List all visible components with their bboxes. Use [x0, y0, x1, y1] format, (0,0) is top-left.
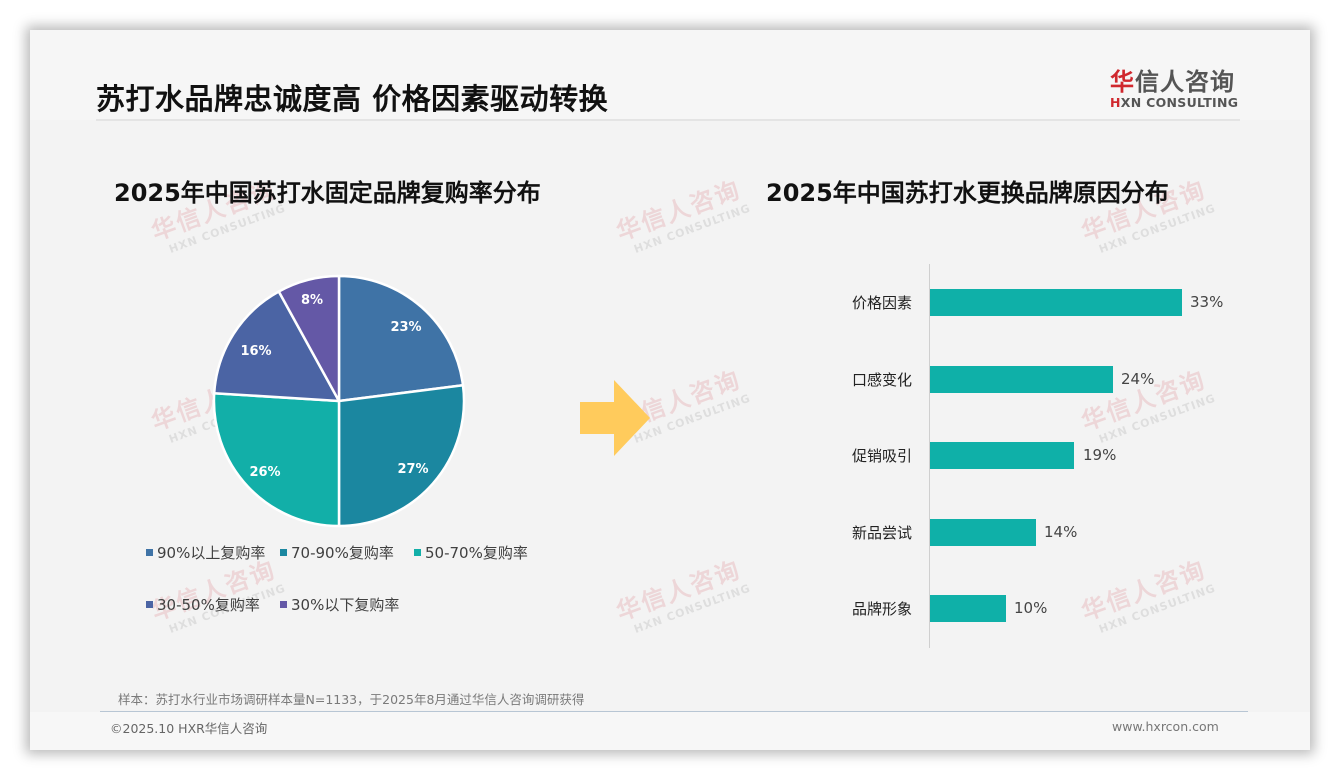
bar-new-product[interactable]: [930, 519, 1036, 546]
pie-slice-below30[interactable]: [277, 274, 341, 403]
bar-category-label: 品牌形象: [851, 600, 912, 618]
legend-swatch: [280, 601, 287, 608]
pie-slice-90plus[interactable]: [337, 274, 465, 403]
bar-value-label: 10%: [1014, 599, 1048, 617]
bar-row: 口感变化 24%: [30, 366, 1310, 394]
legend-swatch: [414, 549, 421, 556]
slide: 苏打水品牌忠诚度高 价格因素驱动转换 华信人咨询 HXN CONSULTING …: [30, 30, 1310, 750]
pie-label-90plus: 23%: [390, 320, 421, 335]
pie-label-70-90: 27%: [397, 462, 428, 477]
pie-label-below30: 8%: [301, 293, 323, 308]
pie-label-50-70: 26%: [249, 465, 280, 480]
legend-item-30-50[interactable]: 30-50%复购率: [146, 594, 260, 615]
bar-value-label: 33%: [1190, 293, 1224, 311]
page-title: 苏打水品牌忠诚度高 价格因素驱动转换: [96, 82, 609, 116]
legend-swatch: [146, 601, 153, 608]
bar-row: 促销吸引 19%: [30, 442, 1310, 470]
bar-price[interactable]: [930, 289, 1182, 316]
legend-item-50-70[interactable]: 50-70%复购率: [414, 542, 528, 563]
bar-value-label: 24%: [1121, 370, 1155, 388]
header-band: [30, 30, 1310, 120]
pie-chart: 23% 27% 26% 16% 8%: [212, 274, 466, 528]
bar-category-label: 价格因素: [851, 294, 912, 312]
brand-logo: 华信人咨询 HXN CONSULTING: [1110, 62, 1240, 110]
bar-brand-image[interactable]: [930, 595, 1006, 622]
footer-divider: [100, 711, 1248, 712]
copyright: ©2025.10 HXR华信人咨询: [110, 721, 268, 736]
legend-swatch: [280, 549, 287, 556]
legend-item-below30[interactable]: 30%以下复购率: [280, 594, 399, 615]
footer-band: [30, 712, 1310, 750]
bar-category-label: 新品尝试: [851, 524, 912, 542]
bar-row: 价格因素 33%: [30, 289, 1310, 317]
website-link[interactable]: www.hxrcon.com: [1112, 719, 1219, 734]
sample-note: 样本：苏打水行业市场调研样本量N=1133，于2025年8月通过华信人咨询调研获…: [118, 692, 585, 707]
pie-slice-50-70[interactable]: [212, 391, 341, 528]
bar-row: 品牌形象 10%: [30, 595, 1310, 623]
logo-cn: 华信人咨询: [1110, 68, 1235, 96]
legend-item-90plus[interactable]: 90%以上复购率: [146, 542, 265, 563]
pie-slice-70-90[interactable]: [337, 384, 466, 528]
pie-label-30-50: 16%: [240, 344, 271, 359]
bar-taste[interactable]: [930, 366, 1113, 393]
logo-en: HXN CONSULTING: [1110, 95, 1239, 110]
pie-slice-30-50[interactable]: [212, 290, 341, 403]
bar-chart-title: 2025年中国苏打水更换品牌原因分布: [766, 179, 1169, 207]
legend-item-70-90[interactable]: 70-90%复购率: [280, 542, 394, 563]
bar-category-label: 促销吸引: [851, 447, 912, 465]
header-divider: [96, 119, 1240, 121]
pie-chart-title: 2025年中国苏打水固定品牌复购率分布: [114, 179, 541, 207]
bar-promotion[interactable]: [930, 442, 1074, 469]
bar-value-label: 19%: [1083, 446, 1117, 464]
arrow-right-icon: [580, 380, 650, 456]
legend-swatch: [146, 549, 153, 556]
bar-category-label: 口感变化: [851, 371, 912, 389]
bar-row: 新品尝试 14%: [30, 519, 1310, 547]
bar-value-label: 14%: [1044, 523, 1078, 541]
bar-chart-axis: [929, 264, 930, 648]
